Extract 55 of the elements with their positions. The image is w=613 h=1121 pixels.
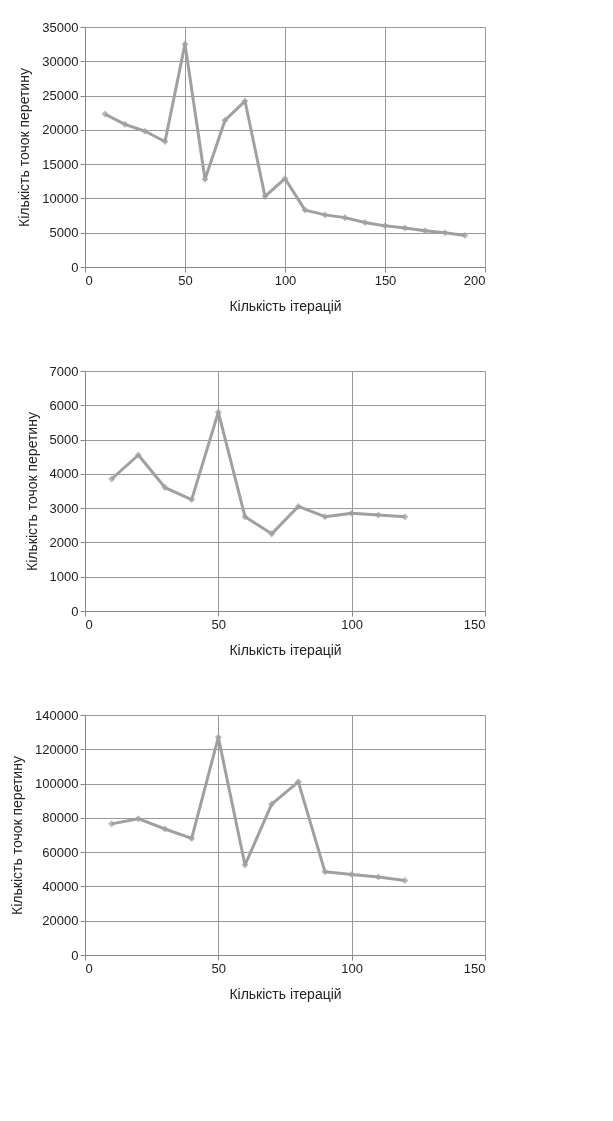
- x-tick-label: 0: [85, 616, 93, 632]
- y-tick-label: 5000: [49, 225, 79, 241]
- y-tick-label: 140000: [35, 707, 79, 723]
- y-tick-label: 30000: [42, 53, 79, 69]
- point: [461, 231, 469, 239]
- y-tick-label: 15000: [42, 156, 79, 172]
- y-tick-label: 5000: [49, 432, 79, 448]
- point: [281, 175, 289, 183]
- y-tick-label: 4000: [49, 466, 79, 482]
- y-axis-title: Кількість точок перетину: [9, 756, 26, 915]
- y-tick-label: 35000: [42, 19, 79, 35]
- y-axis-title: Кількість точок перетину: [16, 68, 33, 227]
- y-tick-label: 25000: [42, 88, 79, 104]
- x-tick-label: 50: [211, 616, 227, 632]
- x-tick-label: 150: [463, 960, 486, 976]
- point: [361, 218, 369, 226]
- x-tick-label: 0: [85, 960, 93, 976]
- y-tick-label: 60000: [42, 844, 79, 860]
- point: [221, 116, 229, 124]
- point: [381, 222, 389, 230]
- x-tick-label: 150: [463, 616, 486, 632]
- x-tick-label: 200: [463, 272, 486, 288]
- point: [321, 211, 329, 219]
- y-tick-label: 0: [71, 603, 79, 619]
- y-axis-title: Кількість точок перетину: [23, 412, 40, 571]
- x-tick-label: 100: [274, 272, 297, 288]
- y-tick-label: 0: [71, 259, 79, 275]
- y-tick-label: 2000: [49, 534, 79, 550]
- point: [401, 224, 409, 232]
- y-tick-label: 7000: [49, 363, 79, 379]
- y-tick-label: 120000: [35, 741, 79, 757]
- x-tick-label: 100: [341, 616, 364, 632]
- point: [301, 206, 309, 214]
- y-tick-label: 40000: [42, 878, 79, 894]
- point: [341, 214, 349, 222]
- point: [121, 120, 129, 128]
- y-tick-label: 1000: [49, 569, 79, 585]
- y-tick-label: 0: [71, 947, 79, 963]
- x-axis-title: Кількість ітерацій: [229, 641, 342, 658]
- x-tick-label: 100: [341, 960, 364, 976]
- x-tick-label: 50: [178, 272, 193, 288]
- point: [101, 110, 109, 118]
- x-tick-label: 150: [374, 272, 397, 288]
- y-tick-label: 20000: [42, 122, 79, 138]
- y-tick-label: 6000: [49, 397, 79, 413]
- y-tick-label: 100000: [35, 776, 79, 792]
- y-tick-label: 10000: [42, 190, 79, 206]
- x-tick-label: 0: [85, 272, 93, 288]
- y-tick-label: 20000: [42, 913, 79, 929]
- y-tick-label: 80000: [42, 810, 79, 826]
- x-axis-title: Кількість ітерацій: [229, 297, 342, 314]
- point: [141, 127, 149, 135]
- y-tick-label: 3000: [49, 500, 79, 516]
- x-axis-title: Кількість ітерацій: [229, 985, 342, 1002]
- x-tick-label: 50: [211, 960, 227, 976]
